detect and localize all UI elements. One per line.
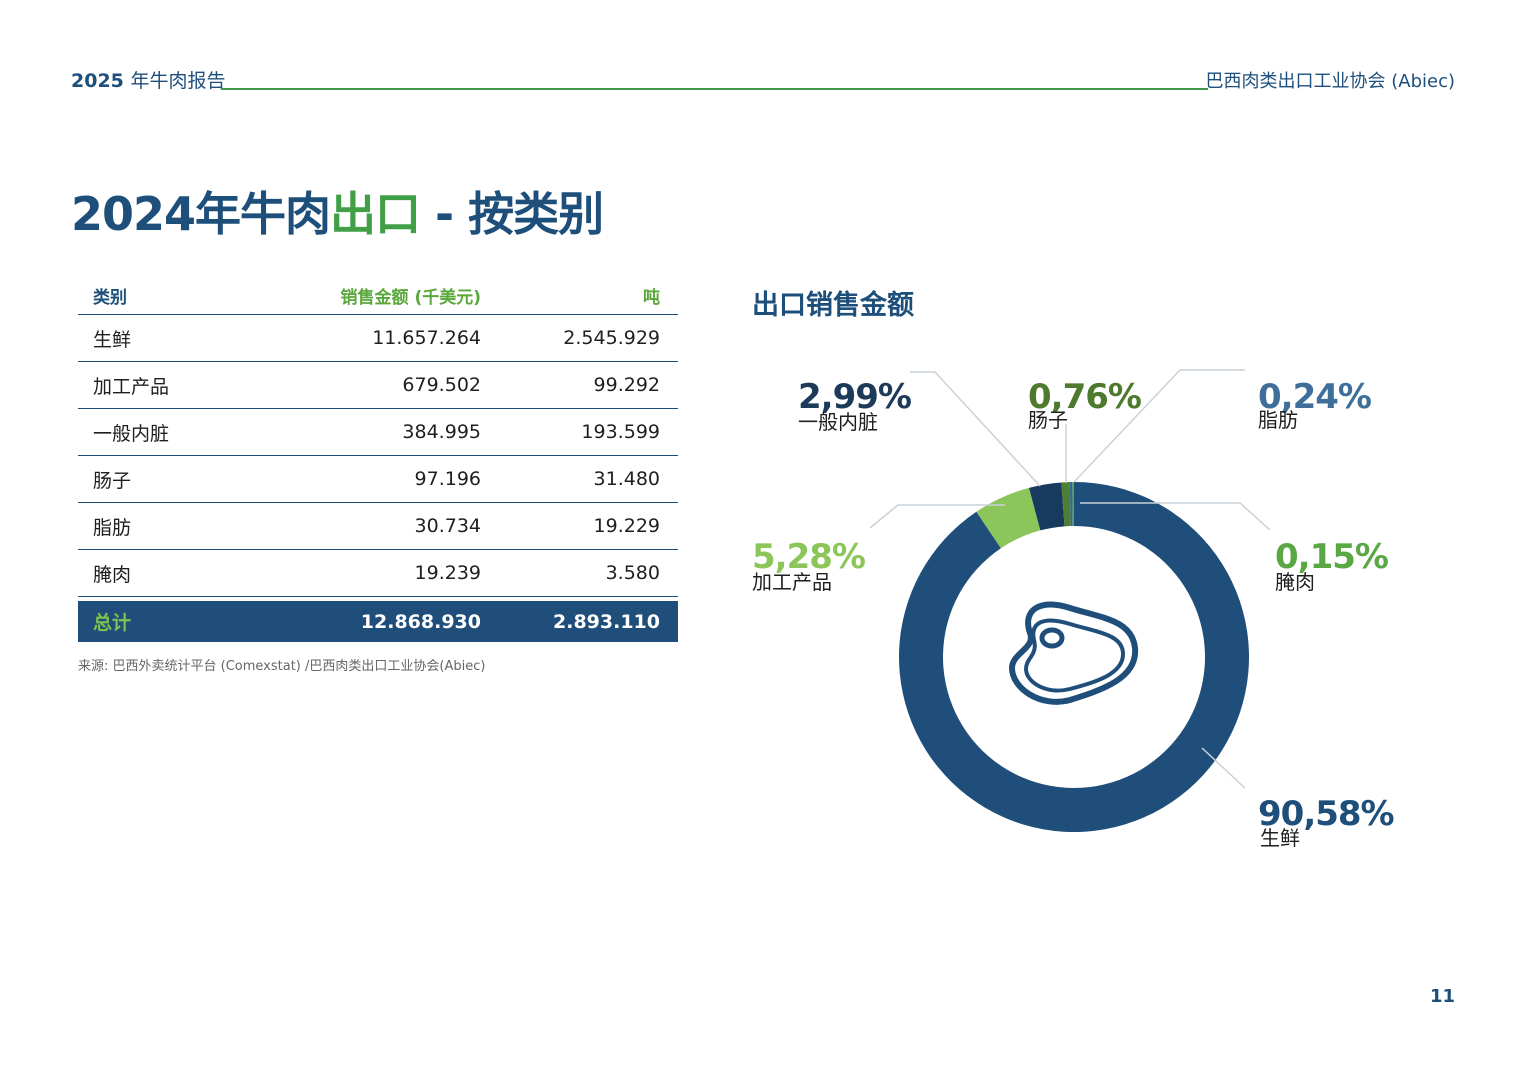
total-label: 总计 [93, 612, 132, 634]
donut-chart: 90,58%生鲜 5,28%加工产品 2,99%一般内脏 0,76%肠子 0,24%脂肪… [752, 369, 1395, 850]
slice-category-label: 脂肪 [1258, 408, 1298, 432]
row-category: 腌肉 [93, 563, 132, 586]
page-title-part1: 2024年牛肉 [71, 187, 331, 241]
table-header-row: 类别 销售金额 (千美元) 吨 [78, 276, 678, 315]
row-tons: 3.580 [605, 562, 660, 584]
row-category: 脂肪 [93, 516, 132, 539]
steak-icon [1009, 601, 1139, 705]
page-title-part2: 出口 [330, 187, 421, 241]
table-row: 腌肉 19.239 3.580 [78, 550, 678, 597]
slice-percent-label: 0,24% [1258, 377, 1371, 417]
row-sales: 97.196 [414, 468, 481, 490]
report-label: 年牛肉报告 [130, 70, 226, 92]
header-sales: 销售金额 (千美元) [340, 287, 481, 308]
row-tons: 193.599 [581, 421, 660, 443]
row-tons: 31.480 [593, 468, 660, 490]
table-total-row: 总计 12.868.930 2.893.110 [78, 601, 678, 642]
donut-slice-5 [1072, 482, 1074, 527]
row-sales: 679.502 [402, 374, 481, 396]
donut-slice-3 [1061, 482, 1071, 527]
leader-line-5 [1080, 502, 1271, 531]
donut-slice-4 [1069, 482, 1073, 527]
donut-slice-2 [1028, 482, 1065, 531]
row-category: 加工产品 [93, 375, 170, 398]
table-row: 脂肪 30.734 19.229 [78, 503, 678, 550]
slice-percent-label: 0,15% [1275, 537, 1388, 577]
row-category: 肠子 [93, 469, 132, 492]
row-tons: 2.545.929 [563, 327, 660, 349]
table-row: 一般内脏 384.995 193.599 [78, 409, 678, 456]
page-title: 2024年牛肉出口 - 按类别 [71, 178, 604, 244]
chart-title: 出口销售金额 [752, 290, 914, 321]
total-sales: 12.868.930 [360, 610, 481, 633]
table-row: 生鲜 11.657.264 2.545.929 [78, 315, 678, 362]
header-category: 类别 [93, 287, 127, 308]
row-tons: 19.229 [593, 515, 660, 537]
slice-percent-label: 0,76% [1028, 377, 1141, 417]
source-note: 来源: 巴西外卖统计平台 (Comexstat) /巴西肉类出口工业协会(Abi… [78, 659, 486, 674]
slice-percent-label: 2,99% [798, 377, 911, 417]
slice-category-label: 一般内脏 [798, 410, 878, 434]
row-category: 生鲜 [93, 328, 132, 351]
page-title-part3: - 按类别 [420, 187, 604, 241]
leader-line-0 [1201, 747, 1246, 789]
slice-percent-label: 90,58% [1258, 794, 1394, 834]
table-row: 肠子 97.196 31.480 [78, 456, 678, 503]
org-label: 巴西肉类出口工业协会 (Abiec) [1205, 71, 1455, 92]
table-row: 加工产品 679.502 99.292 [78, 362, 678, 409]
donut-slice-1 [976, 487, 1041, 549]
report-header: 2025 年牛肉报告 [71, 66, 226, 93]
leader-line-1 [869, 504, 1005, 529]
slice-category-label: 肠子 [1028, 408, 1068, 432]
leader-line-4 [1073, 369, 1245, 483]
leader-line-2 [910, 371, 1041, 487]
row-sales: 384.995 [402, 421, 481, 443]
export-table: 类别 销售金额 (千美元) 吨 生鲜 11.657.264 2.545.929 … [78, 276, 678, 642]
header-tons: 吨 [643, 287, 660, 308]
slice-category-label: 腌肉 [1275, 570, 1315, 594]
header-divider [221, 88, 1208, 90]
slice-percent-label: 5,28% [752, 537, 865, 577]
report-year: 2025 [71, 70, 124, 92]
row-sales: 30.734 [414, 515, 481, 537]
total-tons: 2.893.110 [553, 610, 660, 633]
slice-category-label: 生鲜 [1260, 826, 1300, 850]
row-sales: 11.657.264 [372, 327, 481, 349]
page-number: 11 [1429, 986, 1455, 1007]
row-sales: 19.239 [414, 562, 481, 584]
slice-category-label: 加工产品 [752, 570, 832, 594]
row-tons: 99.292 [593, 374, 660, 396]
row-category: 一般内脏 [93, 422, 170, 445]
donut-slice-0 [899, 482, 1249, 833]
